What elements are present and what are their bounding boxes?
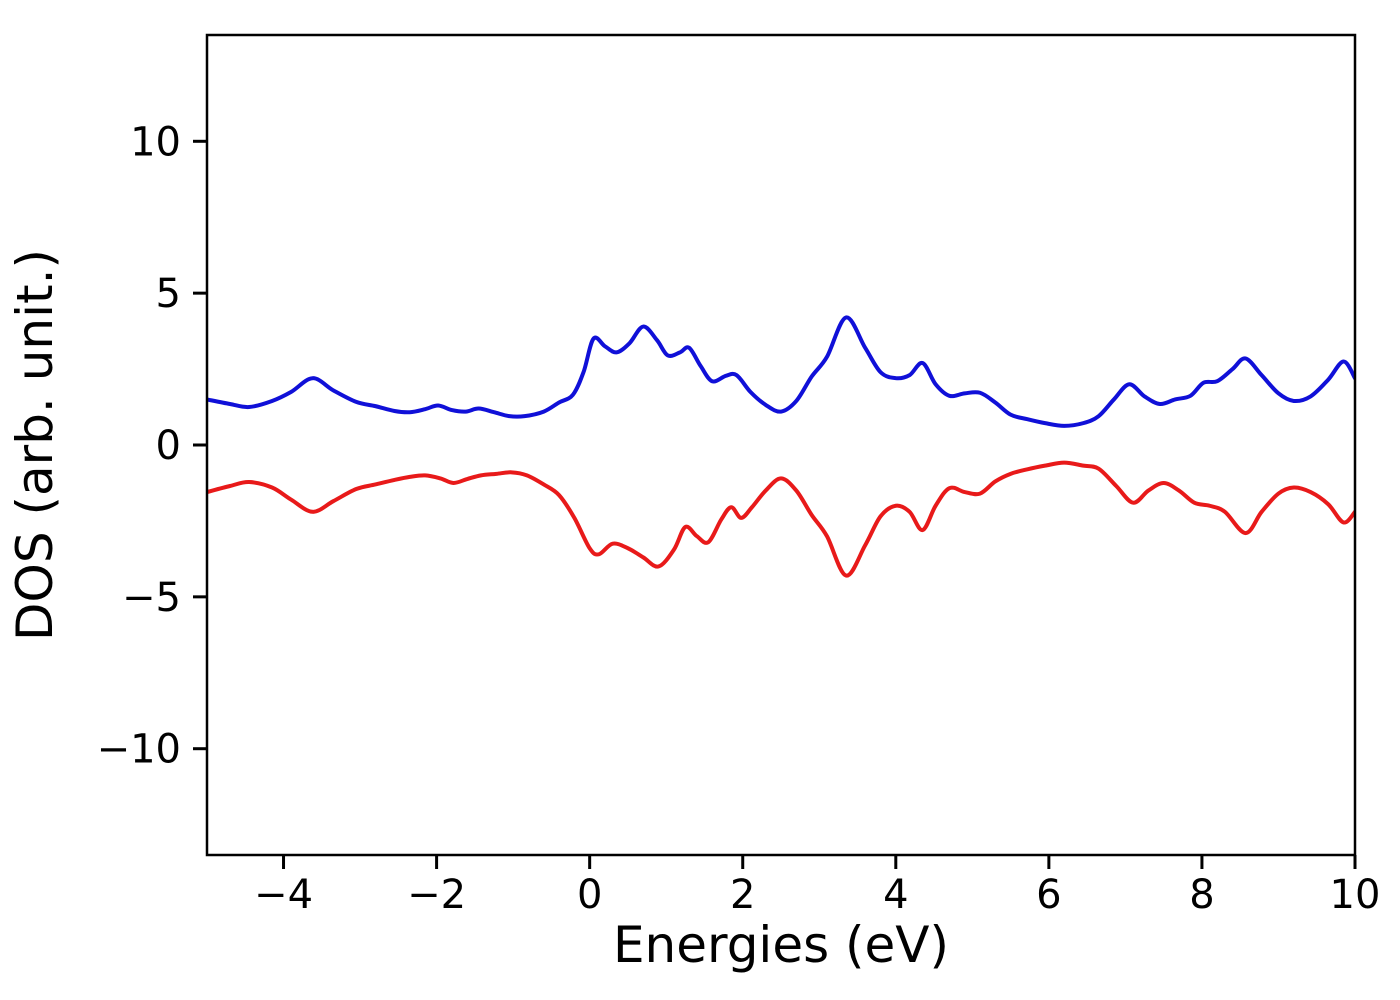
- y-tick-label: 10: [130, 119, 181, 165]
- x-tick-label: −4: [254, 872, 313, 918]
- y-tick-label: 5: [156, 271, 181, 317]
- curves-group: [207, 315, 1355, 578]
- spin-up-dos-curve: [207, 315, 1355, 428]
- x-tick-label: 4: [883, 872, 908, 918]
- plot-frame: [205, 33, 1357, 857]
- x-tick-label: 6: [1036, 872, 1061, 918]
- y-axis-label: DOS (arb. unit.): [6, 249, 64, 641]
- x-tick-label: 8: [1189, 872, 1214, 918]
- x-tick-label: 2: [730, 872, 755, 918]
- ticks-group: −4 −2 0 2 4 6 8 10 −10 −5 0 5 10: [97, 119, 1381, 918]
- y-tick-label: 0: [156, 423, 181, 469]
- x-tick-label: 0: [577, 872, 602, 918]
- plot-area: [207, 35, 1355, 855]
- y-tick-label: −5: [122, 575, 181, 621]
- y-tick-label: −10: [97, 727, 181, 773]
- x-tick-label: 10: [1330, 872, 1381, 918]
- spin-down-dos-curve: [207, 460, 1355, 578]
- x-axis-label: Energies (eV): [613, 916, 949, 974]
- x-tick-label: −2: [407, 872, 466, 918]
